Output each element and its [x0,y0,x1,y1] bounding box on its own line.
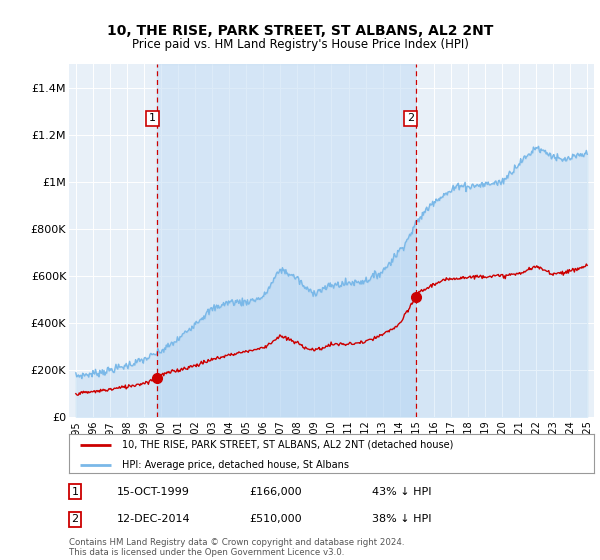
Text: £510,000: £510,000 [249,514,302,524]
Text: £166,000: £166,000 [249,487,302,497]
Text: HPI: Average price, detached house, St Albans: HPI: Average price, detached house, St A… [121,460,349,470]
Text: 38% ↓ HPI: 38% ↓ HPI [372,514,431,524]
Text: 2: 2 [71,514,79,524]
Text: Contains HM Land Registry data © Crown copyright and database right 2024.
This d: Contains HM Land Registry data © Crown c… [69,538,404,557]
Text: 2: 2 [407,114,415,124]
Text: 10, THE RISE, PARK STREET, ST ALBANS, AL2 2NT (detached house): 10, THE RISE, PARK STREET, ST ALBANS, AL… [121,440,453,450]
Text: 10, THE RISE, PARK STREET, ST ALBANS, AL2 2NT: 10, THE RISE, PARK STREET, ST ALBANS, AL… [107,24,493,38]
Text: 12-DEC-2014: 12-DEC-2014 [117,514,191,524]
Text: 1: 1 [71,487,79,497]
Text: Price paid vs. HM Land Registry's House Price Index (HPI): Price paid vs. HM Land Registry's House … [131,38,469,50]
Text: 15-OCT-1999: 15-OCT-1999 [117,487,190,497]
Bar [157,64,416,417]
Text: 1: 1 [149,114,156,124]
Text: 43% ↓ HPI: 43% ↓ HPI [372,487,431,497]
